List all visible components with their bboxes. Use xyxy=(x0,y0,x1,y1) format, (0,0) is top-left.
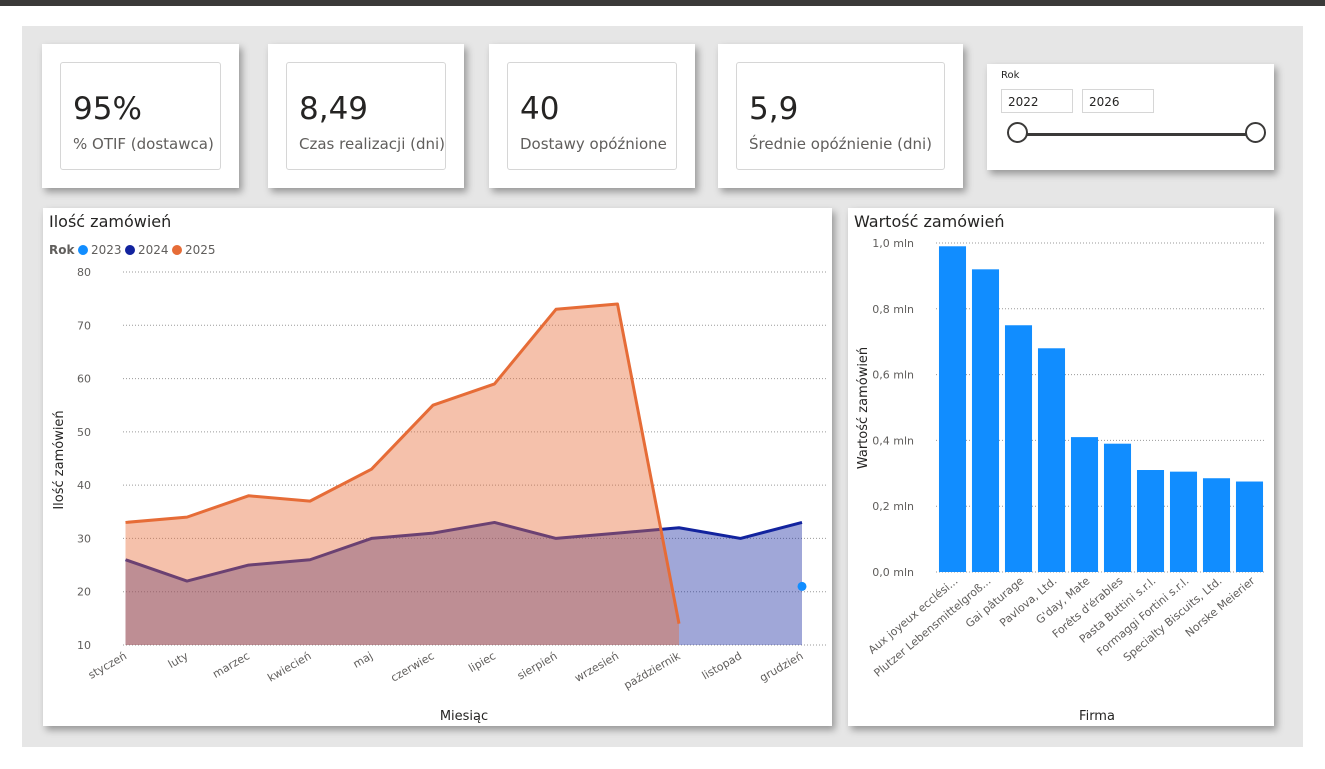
line-series-2024 xyxy=(125,520,803,583)
x-tick-label: sierpień xyxy=(515,649,560,682)
chart-title: Ilość zamówień xyxy=(49,212,172,231)
y-axis-title: Ilość zamówień xyxy=(52,410,67,509)
orders-count-chart[interactable]: Ilość zamówień Rok 2023 2024 2025 10 20 30 40 50… xyxy=(43,208,832,726)
slider-handle-start[interactable] xyxy=(1006,122,1028,143)
kpi-label: % OTIF (dostawca) xyxy=(73,135,214,153)
y-tick-label: 0,8 mln xyxy=(872,303,914,316)
bar xyxy=(1004,325,1033,572)
y-tick-label: 0,4 mln xyxy=(872,434,914,447)
kpi-label: Czas realizacji (dni) xyxy=(299,135,446,153)
bar xyxy=(1169,471,1198,572)
y-tick-label: 80 xyxy=(77,266,91,279)
slider-track[interactable] xyxy=(1017,133,1255,136)
slider-handle-end[interactable] xyxy=(1244,122,1266,143)
y-tick-label: 50 xyxy=(77,426,91,439)
x-tick-label: kwiecień xyxy=(265,649,313,684)
y-tick-label: 20 xyxy=(77,586,91,599)
slicer-to-input[interactable]: 2026 xyxy=(1082,89,1154,113)
kpi-label: Średnie opóźnienie (dni) xyxy=(749,135,933,153)
y-tick-label: 0,0 mln xyxy=(872,566,914,579)
legend-marker-2025 xyxy=(172,245,182,255)
y-tick-label: 70 xyxy=(77,319,91,332)
x-tick-label: luty xyxy=(166,649,191,671)
bar xyxy=(938,246,967,572)
bar xyxy=(971,269,1000,572)
kpi-label: Dostawy opóźnione xyxy=(520,135,667,153)
x-tick-label: maj xyxy=(351,649,375,671)
x-tick-label: lipiec xyxy=(466,649,498,675)
x-axis-title: Miesiąc xyxy=(440,709,488,724)
legend-title: Rok xyxy=(49,243,75,257)
orders-value-chart[interactable]: Wartość zamówień 0,0 mln 0,2 mln 0,4 mln 0,… xyxy=(848,208,1274,726)
x-tick-label: grudzień xyxy=(757,649,805,684)
bar xyxy=(1235,481,1264,572)
y-tick-label: 10 xyxy=(77,639,91,652)
y-tick-label: 30 xyxy=(77,532,91,545)
kpi-card-avg-delay[interactable]: 5,9 Średnie opóźnienie (dni) xyxy=(718,44,963,188)
kpi-card-late-deliveries[interactable]: 40 Dostawy opóźnione xyxy=(489,44,695,188)
x-axis-title: Firma xyxy=(1079,709,1115,724)
line-series-2025 xyxy=(125,302,681,624)
year-slicer[interactable]: Rok 2022 2026 xyxy=(987,64,1274,170)
legend: Rok 2023 2024 2025 xyxy=(49,243,216,257)
x-tick-label: czerwiec xyxy=(388,649,436,684)
bar xyxy=(1103,443,1132,572)
legend-marker-2024 xyxy=(125,245,135,255)
area-series-2024 xyxy=(125,522,802,645)
legend-label-2023: 2023 xyxy=(91,243,122,257)
area-series-2025 xyxy=(125,303,679,645)
legend-marker-2023 xyxy=(78,245,88,255)
point-series-2023 xyxy=(797,581,807,591)
top-bar xyxy=(0,0,1325,6)
kpi-card-lead-time[interactable]: 8,49 Czas realizacji (dni) xyxy=(268,44,464,188)
x-tick-label: listopad xyxy=(700,649,744,682)
x-tick-label: marzec xyxy=(210,649,252,681)
x-tick-label: styczeń xyxy=(86,649,129,681)
kpi-card-otif[interactable]: 95% % OTIF (dostawca) xyxy=(42,44,239,188)
slicer-from-input[interactable]: 2022 xyxy=(1001,89,1073,113)
kpi-inner: 40 Dostawy opóźnione xyxy=(507,62,677,170)
x-tick-label: wrzesień xyxy=(572,649,621,685)
chart-title: Wartość zamówień xyxy=(854,212,1005,231)
kpi-value: 8,49 xyxy=(299,91,369,127)
orders-value-plot: 0,0 mln 0,2 mln 0,4 mln 0,6 mln 0,8 mln 1,0 m… xyxy=(856,237,1266,724)
y-tick-label: 1,0 mln xyxy=(872,237,914,250)
x-tick-label: październik xyxy=(622,649,683,692)
legend-label-2025: 2025 xyxy=(185,243,216,257)
legend-label-2024: 2024 xyxy=(138,243,169,257)
kpi-inner: 8,49 Czas realizacji (dni) xyxy=(286,62,446,170)
kpi-value: 40 xyxy=(520,91,560,127)
y-tick-label: 60 xyxy=(77,373,91,386)
y-tick-label: 0,6 mln xyxy=(872,369,914,382)
kpi-value: 5,9 xyxy=(749,91,799,127)
y-axis-title: Wartość zamówień xyxy=(856,347,871,469)
y-tick-label: 0,2 mln xyxy=(872,500,914,513)
bar xyxy=(1070,437,1099,572)
kpi-value: 95% xyxy=(73,91,142,127)
kpi-inner: 95% % OTIF (dostawca) xyxy=(60,62,221,170)
slicer-title: Rok xyxy=(1001,70,1020,81)
bar xyxy=(1037,348,1066,572)
orders-count-plot: Rok 2023 2024 2025 10 20 30 40 50 60 70 80 styczeń lu… xyxy=(49,243,828,724)
bar xyxy=(1202,478,1231,572)
bar xyxy=(1136,470,1165,572)
kpi-inner: 5,9 Średnie opóźnienie (dni) xyxy=(736,62,945,170)
y-tick-label: 40 xyxy=(77,479,91,492)
